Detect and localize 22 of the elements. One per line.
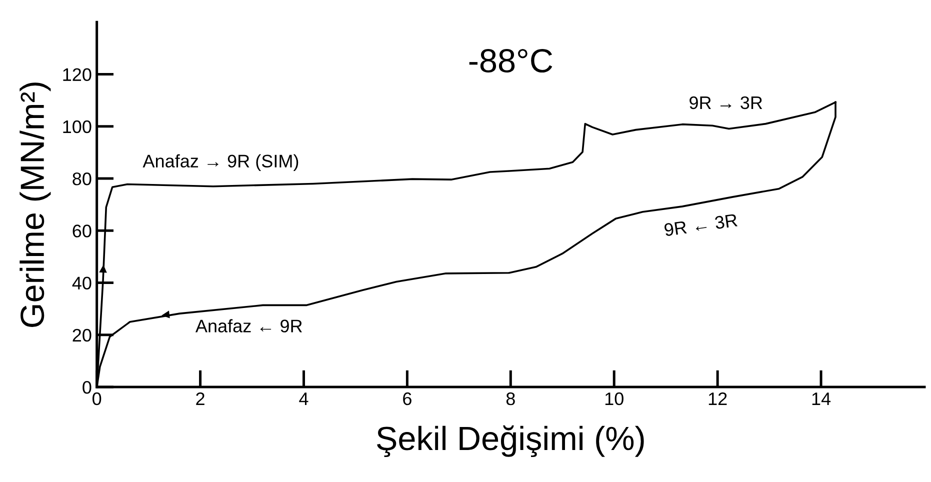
x-tick-label: 10 xyxy=(605,392,624,406)
y-axis-title: Gerilme (MN/m²) xyxy=(20,82,51,327)
x-tick-label: 4 xyxy=(299,392,308,405)
x-tick-label: 12 xyxy=(708,392,727,405)
x-axis-title: Şekil Değişimi (%) xyxy=(376,425,644,458)
y-tick-label: 20 xyxy=(72,328,92,342)
x-tick-label: 14 xyxy=(812,392,831,405)
y-tick-label: 100 xyxy=(63,120,92,134)
y-tick-label: 80 xyxy=(72,172,92,186)
x-tick-label: 6 xyxy=(403,392,412,406)
annotation: 9R → 3R xyxy=(690,96,762,110)
annotation: Anafaz ← 9R xyxy=(195,319,302,332)
x-tick-label: 0 xyxy=(92,392,102,406)
y-tick-label: 60 xyxy=(72,224,92,238)
text: -88°C xyxy=(469,48,552,73)
x-tick-label: 8 xyxy=(506,392,515,406)
y-tick-label: 40 xyxy=(72,276,92,290)
y-tick-label: 120 xyxy=(63,68,92,82)
y-tick-label: 0 xyxy=(82,380,92,394)
annotation: Anafaz → 9R (SIM) xyxy=(142,154,298,172)
annotation: 9R ← 3R xyxy=(664,214,738,236)
x-tick-label: 2 xyxy=(196,392,204,405)
